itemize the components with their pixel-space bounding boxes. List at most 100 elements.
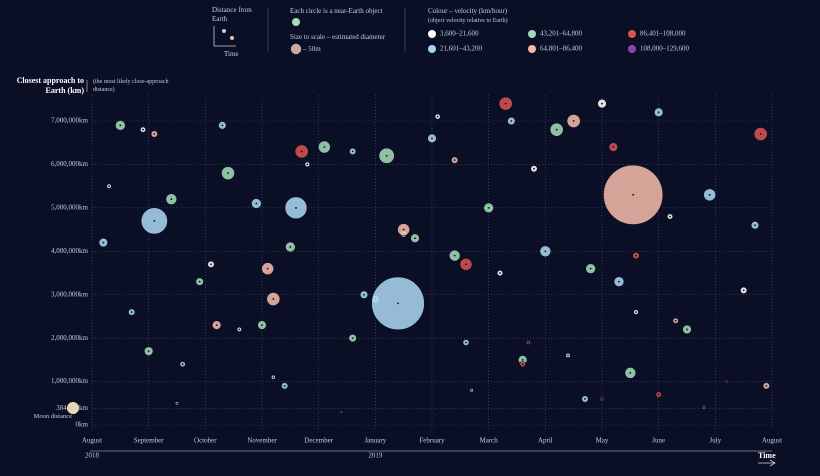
- x-tick-label: September: [134, 437, 165, 445]
- neo-centre: [544, 250, 547, 253]
- neo-centre: [708, 193, 711, 196]
- neo-centre: [221, 124, 224, 127]
- neo-centre: [306, 163, 309, 166]
- neo-centre: [521, 358, 524, 361]
- neo-centre: [555, 128, 558, 131]
- neo-centre: [765, 385, 768, 387]
- key-size-text: Size to scale – estimated diameter: [290, 33, 386, 41]
- neo-centre: [521, 363, 524, 366]
- neo-centre: [272, 298, 275, 300]
- moon: [67, 402, 79, 414]
- neo-centre: [759, 133, 762, 135]
- neo-centre: [601, 102, 603, 105]
- neo-centre: [255, 202, 258, 205]
- neo-centre: [238, 328, 241, 331]
- neo-centre: [181, 363, 184, 366]
- y-axis-title: Closest approach to Earth (km): [16, 76, 84, 95]
- neo-centre: [210, 263, 212, 266]
- legend-label: 21,601–43,200: [440, 45, 483, 53]
- neo-centre: [431, 137, 433, 140]
- key-circle-text: Each circle is a near-Earth object: [290, 7, 383, 15]
- key-time: Time: [224, 50, 239, 58]
- neo-centre: [533, 167, 535, 170]
- year-label: 2019: [368, 452, 383, 460]
- neo-centre: [363, 293, 365, 296]
- neo-centre: [527, 341, 530, 344]
- legend-swatch: [428, 30, 436, 38]
- neo-centre: [261, 324, 263, 327]
- neo-centre: [295, 206, 297, 209]
- neo-centre: [289, 246, 292, 248]
- neo-centre: [465, 341, 467, 344]
- neo-centre: [510, 120, 513, 122]
- neo-centre: [567, 354, 569, 357]
- neo-centre: [108, 185, 110, 188]
- neo-centre: [504, 102, 507, 105]
- neo-centre: [635, 311, 637, 313]
- neo-centre: [657, 393, 660, 396]
- y-tick-label: 4,000,000km: [51, 247, 89, 255]
- neo-centre: [584, 398, 586, 400]
- neo-centre: [402, 228, 405, 231]
- neo-centre: [601, 398, 603, 400]
- neo-centre: [102, 241, 105, 244]
- legend-swatch: [628, 45, 636, 53]
- neo-centre: [300, 150, 303, 153]
- x-tick-label: May: [596, 437, 609, 445]
- y-tick-label: 5,000,000km: [51, 203, 89, 211]
- y-tick-label: 2,000,000km: [51, 334, 89, 342]
- x-tick-label: August: [762, 437, 782, 445]
- key-circle: [292, 18, 300, 26]
- neo-centre: [629, 371, 632, 374]
- x-tick-label: October: [194, 437, 217, 445]
- key-size-value: – 50m: [303, 45, 321, 53]
- neo-centre: [351, 337, 354, 340]
- neo-centre: [618, 280, 620, 283]
- neo-centre: [170, 198, 173, 201]
- y-tick-label: 6,000,000km: [51, 160, 89, 168]
- neo-centre: [674, 319, 677, 322]
- neo-centre: [453, 254, 456, 257]
- neo-centre: [436, 115, 439, 118]
- y-axis-note: (the most likely close-approach distance…: [93, 79, 169, 93]
- neo-centre: [754, 224, 756, 227]
- neo-centre: [612, 146, 615, 148]
- key-dot: [222, 29, 226, 33]
- year-label: 2018: [85, 452, 100, 460]
- legend-swatch: [528, 30, 536, 38]
- neo-centre: [142, 128, 144, 131]
- neo-centre: [272, 376, 275, 379]
- y-tick-label: 7,000,000km: [51, 117, 89, 125]
- neo-centre: [470, 389, 473, 392]
- neo-centre: [130, 311, 133, 313]
- neo-centre: [266, 267, 269, 270]
- y-tick-label: 1,000,000km: [51, 377, 89, 385]
- legend-label: 43,201–64,800: [540, 30, 583, 38]
- neo-centre: [499, 272, 501, 274]
- y-tick-label: 384,400km: [56, 404, 88, 412]
- neo-centre: [351, 150, 354, 153]
- neo-centre: [283, 385, 286, 387]
- neo-centre: [215, 324, 218, 327]
- neo-centre: [632, 193, 635, 196]
- key-colour: Colour – velocity (km/hour): [428, 7, 508, 15]
- legend-swatch: [628, 30, 636, 38]
- neo-centre: [453, 159, 456, 161]
- neo-centre: [153, 133, 156, 135]
- key-distance: Distance from Earth: [212, 6, 252, 23]
- neo-centre: [119, 124, 122, 127]
- neo-centre: [572, 120, 575, 122]
- neo-centre: [635, 254, 637, 257]
- key-dot: [230, 36, 234, 40]
- y-tick-label: 0km: [76, 421, 89, 429]
- time-arrow: [769, 459, 776, 467]
- neo-centre: [227, 172, 229, 175]
- x-tick-label: February: [419, 437, 445, 445]
- x-tick-label: July: [709, 437, 721, 445]
- neo-centre: [742, 289, 745, 292]
- neo-centre: [397, 302, 399, 305]
- neo-centre: [725, 380, 728, 383]
- x-tick-label: November: [247, 437, 277, 445]
